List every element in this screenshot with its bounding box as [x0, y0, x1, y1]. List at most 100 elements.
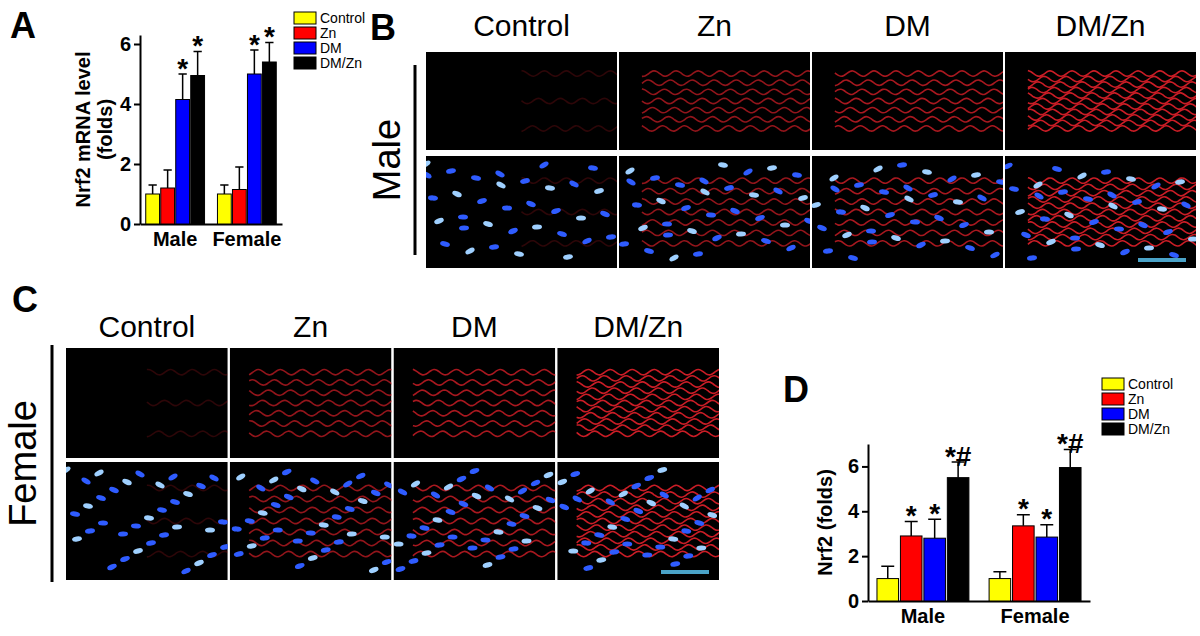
nucleus — [1027, 255, 1037, 261]
nucleus — [1119, 248, 1130, 257]
nucleus — [780, 222, 790, 227]
nucleus — [1014, 208, 1025, 216]
fiber — [249, 431, 391, 436]
micrograph — [230, 348, 392, 458]
y-tick-mark — [134, 44, 140, 46]
fiber — [147, 369, 228, 374]
bar — [877, 579, 899, 601]
nucleus — [476, 197, 487, 205]
nucleus — [622, 541, 632, 546]
nucleus — [456, 475, 467, 484]
nucleus — [729, 207, 740, 216]
nucleus — [406, 533, 416, 539]
column-header: Control — [473, 9, 570, 42]
bar — [232, 190, 246, 225]
nucleus — [1114, 226, 1124, 232]
nucleus — [657, 466, 668, 474]
bar — [1036, 537, 1058, 601]
fiber — [147, 400, 228, 406]
x-tick-label: Female — [1001, 605, 1070, 627]
fiber — [642, 178, 810, 183]
nucleus — [724, 184, 735, 191]
fiber — [642, 199, 810, 205]
nucleus — [1076, 171, 1087, 180]
nucleus — [556, 230, 567, 238]
fiber — [249, 518, 391, 523]
annotations: **** — [177, 21, 275, 84]
nucleus — [370, 489, 381, 498]
nucleus — [504, 494, 515, 503]
nucleus — [471, 175, 482, 182]
nucleus — [1052, 165, 1063, 172]
nucleus — [232, 526, 242, 532]
bar — [161, 188, 175, 224]
nucleus — [329, 487, 340, 496]
fiber — [577, 545, 719, 551]
nucleus — [711, 234, 722, 243]
fiber — [642, 80, 810, 86]
bar — [989, 579, 1011, 601]
fiber — [835, 220, 1003, 225]
error-bar — [220, 185, 228, 194]
fiber — [642, 126, 810, 131]
significance-mark: * — [906, 500, 917, 531]
micrograph-background — [1005, 52, 1196, 150]
nucleus — [98, 520, 108, 525]
nucleus — [482, 561, 493, 569]
nucleus — [144, 515, 154, 521]
fiber — [1028, 120, 1196, 125]
fiber — [577, 431, 719, 436]
legend: ControlZnDMDM/Zn — [1102, 376, 1173, 437]
bar — [247, 74, 261, 224]
nucleus — [1071, 246, 1081, 252]
nucleus — [119, 555, 130, 563]
nucleus — [854, 181, 865, 188]
nucleus — [859, 204, 870, 213]
nucleus — [631, 482, 642, 491]
nucleus — [118, 531, 128, 537]
micrograph — [394, 348, 556, 458]
nucleus — [206, 551, 217, 559]
nucleus — [736, 231, 746, 237]
fiber — [413, 431, 555, 436]
nucleus — [395, 565, 406, 573]
nucleus — [902, 183, 913, 192]
nucleus — [421, 550, 432, 557]
nucleus — [517, 486, 528, 495]
legend-item: DM — [1102, 406, 1150, 422]
fiber — [249, 507, 391, 512]
y-axis-title: Nrf2 mRNA level — [72, 52, 94, 208]
nucleus — [333, 539, 344, 545]
y-tick: 2 — [848, 545, 868, 567]
fiber — [835, 80, 1003, 86]
fiber — [249, 485, 391, 490]
fiber — [1028, 93, 1196, 98]
fiber — [413, 421, 555, 426]
nucleus — [467, 545, 477, 551]
nucleus — [696, 545, 706, 551]
nucleus — [85, 528, 95, 534]
fiber — [413, 380, 555, 385]
nucleus — [698, 176, 709, 185]
nucleus — [563, 254, 574, 261]
nucleus — [182, 490, 193, 498]
nucleus — [545, 496, 555, 505]
fiber — [577, 419, 719, 424]
nucleus — [767, 165, 778, 172]
nucleus — [1106, 190, 1117, 199]
scale-bar — [1138, 258, 1186, 262]
y-tick: 2 — [120, 153, 140, 175]
nucleus — [557, 478, 568, 486]
plot-marks — [146, 43, 277, 225]
legend-item: DM/Zn — [294, 55, 362, 71]
x-tick: Male — [153, 224, 197, 250]
fiber — [577, 425, 719, 431]
nucleus — [520, 177, 531, 184]
nucleus — [170, 498, 181, 505]
nucleus — [588, 165, 599, 172]
fiber — [642, 117, 810, 122]
nucleus — [836, 209, 846, 215]
fiber — [249, 370, 391, 375]
nucleus — [1157, 206, 1167, 212]
nucleus — [828, 173, 839, 183]
